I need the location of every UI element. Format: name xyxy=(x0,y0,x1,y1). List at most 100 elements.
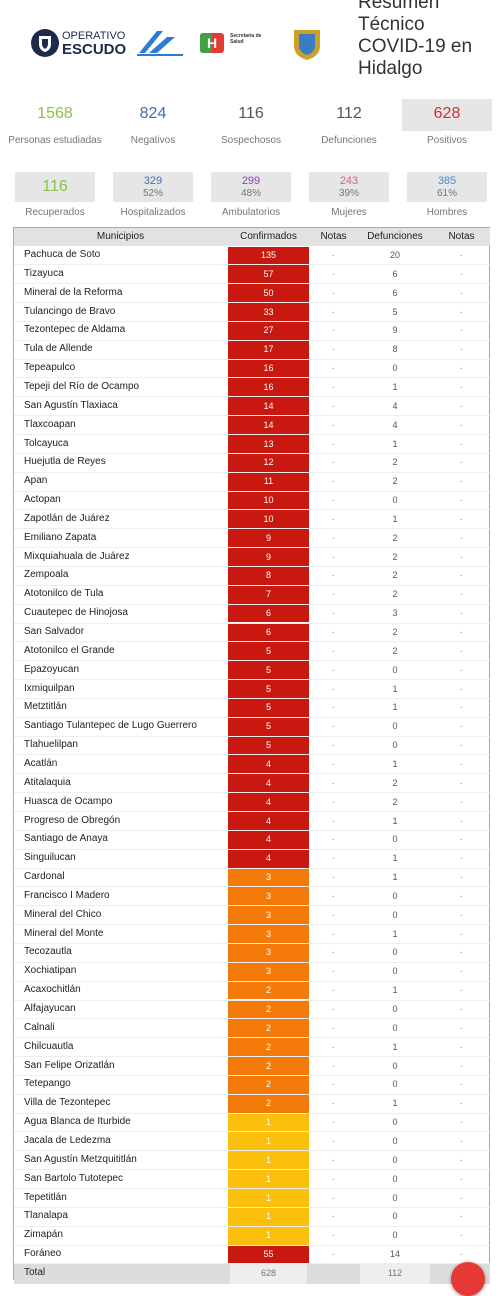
notes: - xyxy=(460,1117,463,1128)
municipio: Acaxochitlán xyxy=(24,984,81,996)
confirmed-cell xyxy=(228,755,309,774)
deaths: 6 xyxy=(392,268,398,279)
deaths: 1 xyxy=(392,381,398,392)
deaths: 0 xyxy=(392,1004,398,1014)
municipio: Tezontepec de Aldama xyxy=(24,324,126,336)
confirmed-cell xyxy=(228,472,309,491)
stat-value: 116 xyxy=(42,178,68,195)
row-divider xyxy=(14,773,490,775)
deaths: 1 xyxy=(392,872,398,883)
confirmed: 2 xyxy=(265,1060,271,1071)
confirmed: 1 xyxy=(265,1211,271,1222)
row-divider xyxy=(14,490,490,492)
confirmed-cell xyxy=(228,661,309,680)
deaths: 14 xyxy=(389,1249,400,1260)
confirmed-cell xyxy=(228,1189,309,1207)
municipio: Villa de Tezontepec xyxy=(24,1097,111,1109)
municipio: Tlaxcoapan xyxy=(24,418,76,430)
confirmed-cell xyxy=(228,812,309,830)
stat-percent: 39% xyxy=(338,188,359,199)
row-divider xyxy=(14,320,490,322)
notes: - xyxy=(332,834,335,845)
row-divider xyxy=(14,434,490,435)
notes: - xyxy=(332,947,335,958)
municipio: Mineral del Monte xyxy=(24,927,104,939)
total-label: Total xyxy=(24,1267,46,1279)
notes: - xyxy=(460,589,463,600)
row-divider xyxy=(14,415,490,417)
stat-value: 628 xyxy=(433,105,461,122)
confirmed: 4 xyxy=(265,815,271,826)
fab-button[interactable] xyxy=(451,1262,485,1296)
notes: - xyxy=(460,1173,463,1184)
deaths: 2 xyxy=(392,476,398,487)
row-divider xyxy=(14,1018,490,1020)
notes: - xyxy=(460,287,463,298)
confirmed-cell xyxy=(228,321,309,340)
row-divider xyxy=(14,961,490,963)
municipio: Tepetitlán xyxy=(24,1191,67,1203)
deaths: 2 xyxy=(392,532,398,543)
row-divider xyxy=(14,1150,490,1152)
confirmed-cell xyxy=(228,1207,309,1226)
notes: - xyxy=(332,1173,335,1184)
column-header: Confirmados xyxy=(240,231,297,242)
deaths: 2 xyxy=(392,627,398,637)
municipio: Jacala de Ledezma xyxy=(24,1134,111,1146)
deaths: 1 xyxy=(392,853,398,864)
confirmed-cell xyxy=(228,604,309,623)
deaths: 0 xyxy=(392,1117,398,1128)
deaths: 2 xyxy=(392,645,398,656)
notes: - xyxy=(460,777,463,788)
notes: - xyxy=(460,664,463,675)
notes: - xyxy=(332,740,335,751)
deaths: 1 xyxy=(392,683,398,694)
deaths: 0 xyxy=(392,1022,398,1033)
notes: - xyxy=(332,627,335,637)
notes: - xyxy=(460,1022,463,1033)
confirmed-cell xyxy=(228,1057,309,1075)
municipio: Alfajayucan xyxy=(24,1003,76,1014)
deaths: 2 xyxy=(392,589,398,600)
confirmed: 5 xyxy=(265,702,271,713)
municipio: Tetepango xyxy=(24,1078,71,1090)
deaths: 0 xyxy=(392,1060,398,1071)
row-divider xyxy=(14,528,490,530)
notes: - xyxy=(460,1004,463,1014)
row-divider xyxy=(14,660,490,662)
confirmed-cell xyxy=(228,284,309,303)
notes: - xyxy=(460,1079,463,1090)
confirmed-cell xyxy=(228,698,309,717)
municipio: Metztitlán xyxy=(24,701,67,713)
municipio: Xochiatipan xyxy=(24,965,77,977)
municipio: Tula de Allende xyxy=(24,343,93,355)
deaths: 5 xyxy=(392,306,398,317)
row-divider xyxy=(14,679,490,681)
row-divider xyxy=(14,264,490,266)
municipio: Apan xyxy=(24,475,48,487)
confirmed-cell xyxy=(228,1019,309,1038)
deaths: 1 xyxy=(392,815,398,826)
municipio: Atotonilco el Grande xyxy=(24,644,115,656)
notes: - xyxy=(332,400,335,411)
confirmed: 16 xyxy=(263,381,274,392)
stat-box xyxy=(113,172,193,202)
notes: - xyxy=(332,1041,335,1052)
total-deaths: 112 xyxy=(387,1268,403,1279)
stat-value: 112 xyxy=(336,105,362,122)
confirmed: 3 xyxy=(265,928,271,939)
confirmed: 4 xyxy=(265,834,271,845)
confirmed-cell xyxy=(228,1075,309,1094)
notes: - xyxy=(332,758,335,769)
row-divider xyxy=(14,509,490,511)
confirmed: 50 xyxy=(263,287,274,298)
deaths: 0 xyxy=(392,363,398,374)
confirmed-cell xyxy=(228,397,309,416)
confirmed: 3 xyxy=(265,890,271,901)
notes: - xyxy=(332,1211,335,1222)
deaths: 0 xyxy=(392,664,398,675)
notes: - xyxy=(460,985,463,996)
row-divider xyxy=(14,339,490,341)
stat-label: Defunciones xyxy=(321,135,377,146)
notes: - xyxy=(460,872,463,883)
